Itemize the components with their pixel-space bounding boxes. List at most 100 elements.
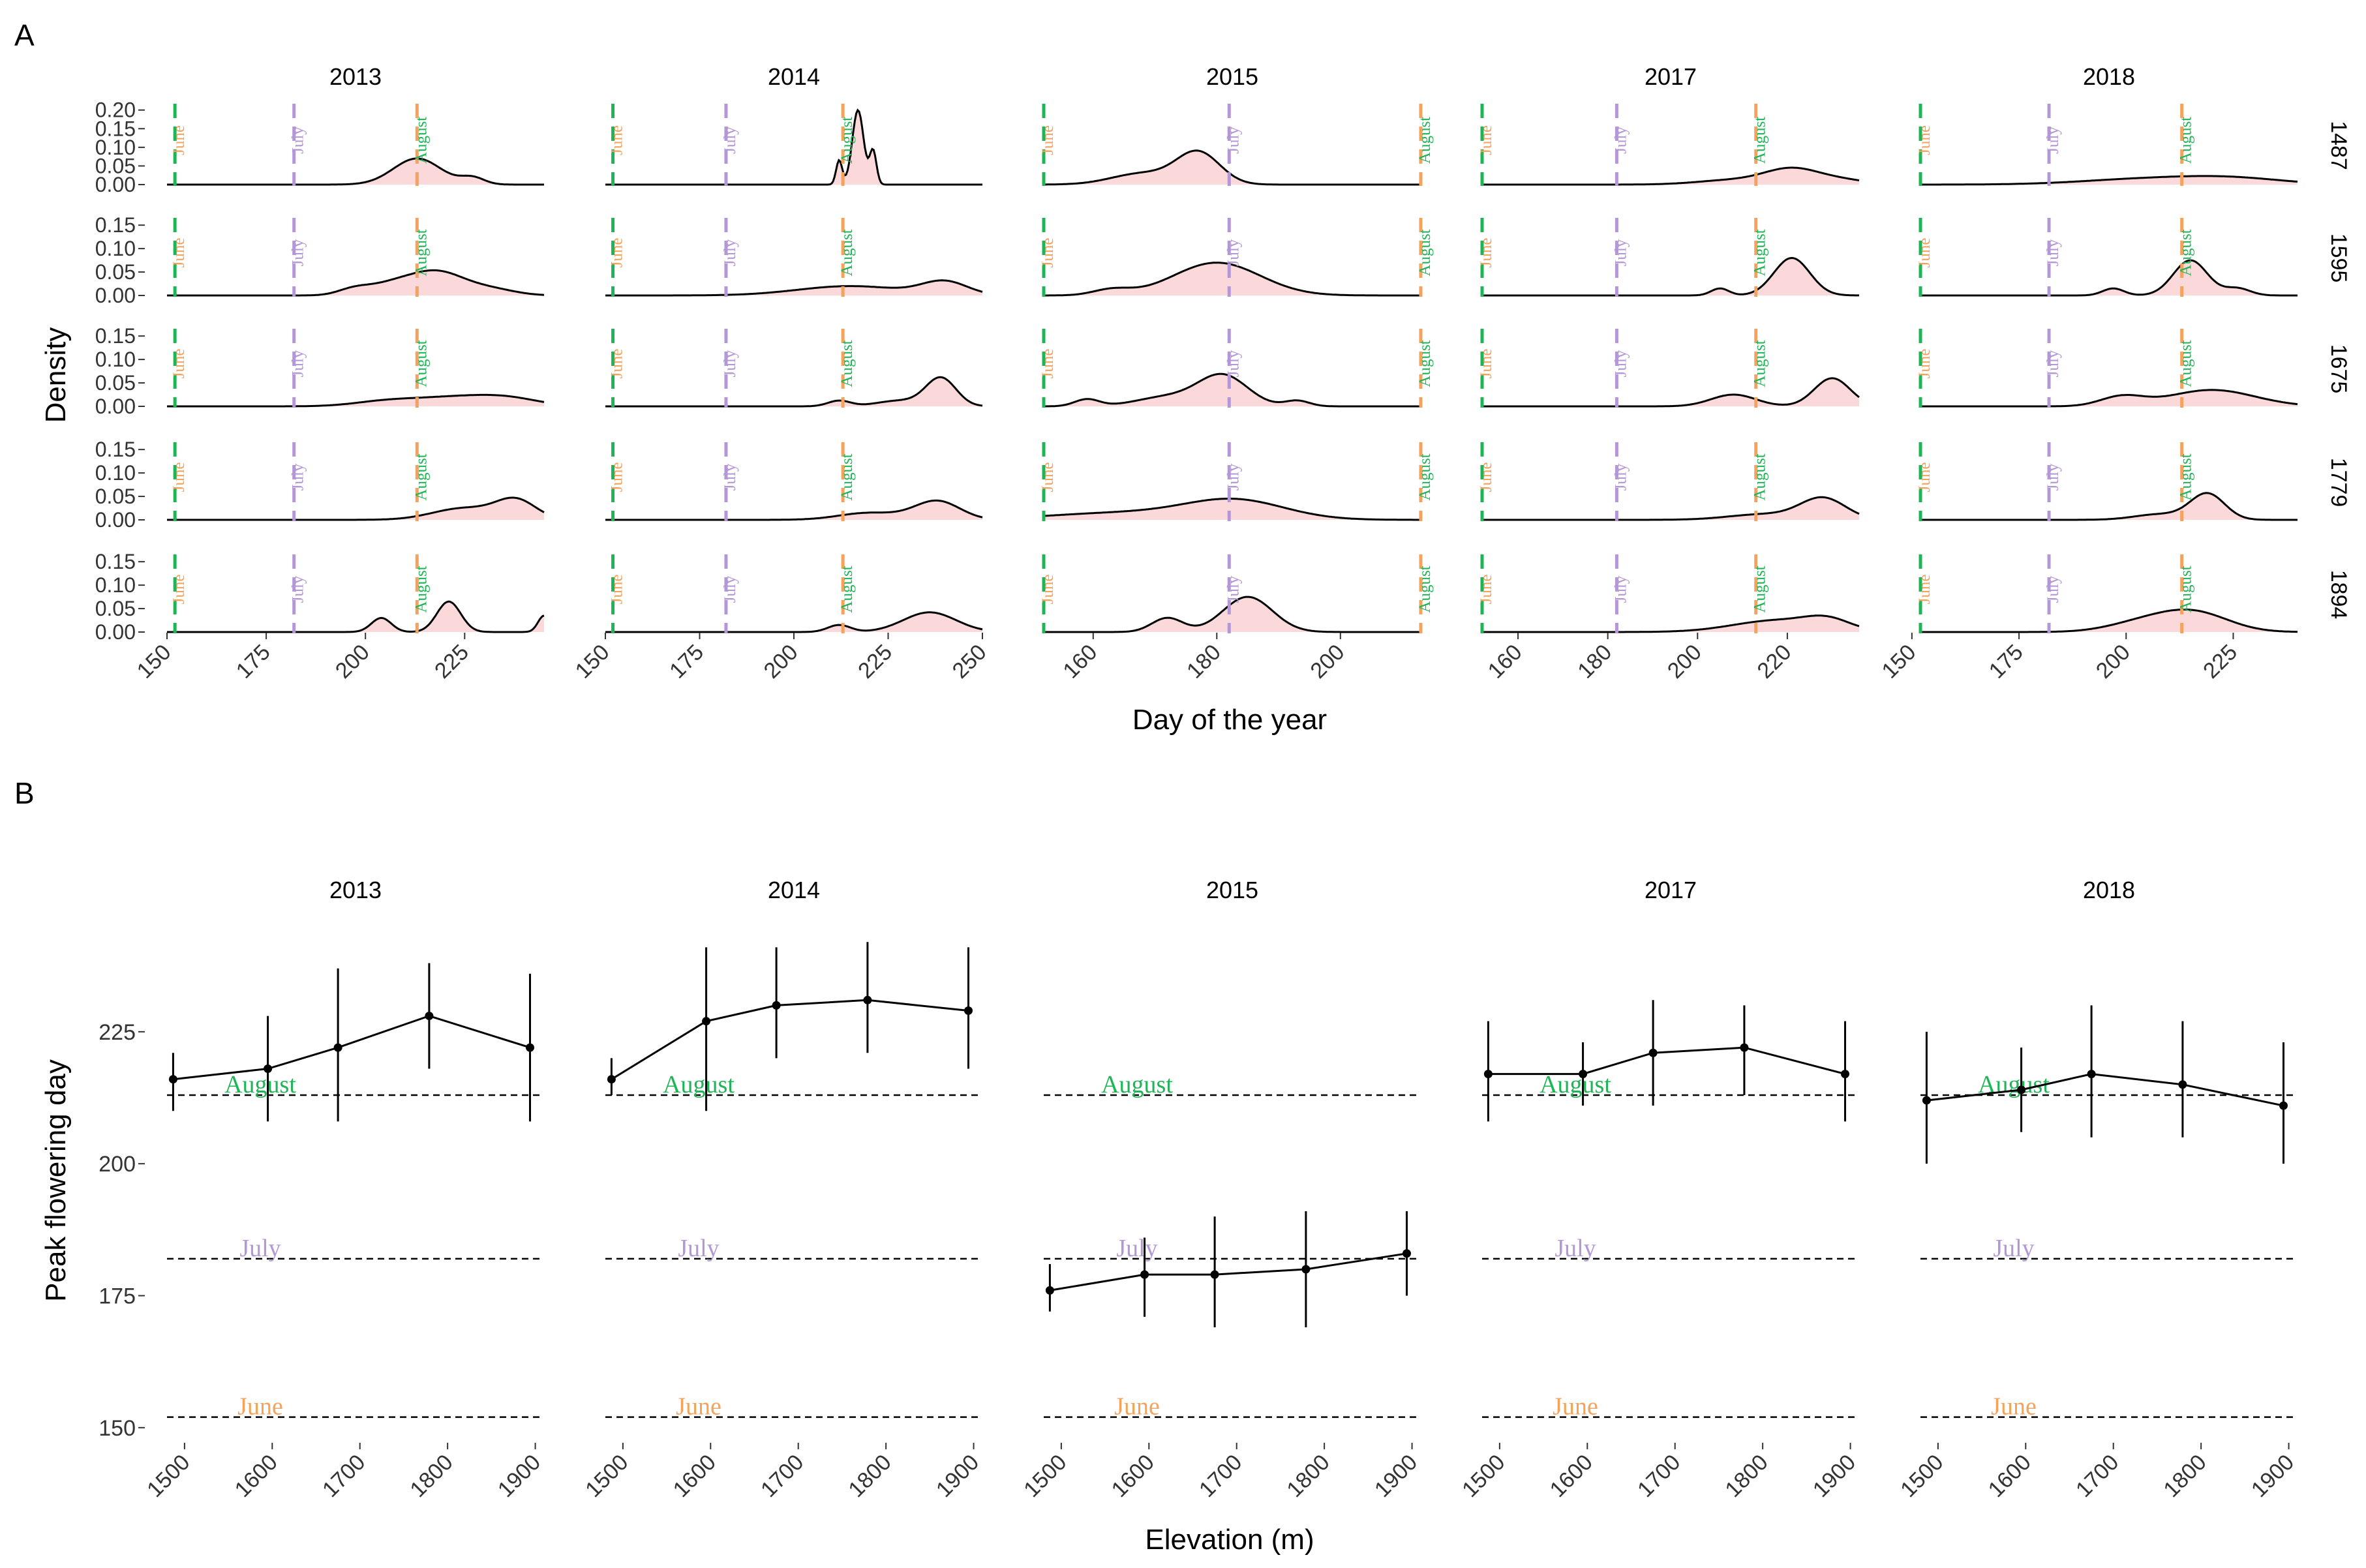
month-label-july-2018-1487: July bbox=[2044, 127, 2062, 154]
month-label-june-2015-1779: June bbox=[1039, 462, 1057, 492]
x-tick-label: 150 bbox=[1877, 640, 1921, 684]
month-label-june-2018-1779: June bbox=[1916, 462, 1934, 492]
density-fill-2014-1595 bbox=[605, 280, 982, 295]
month-label-july-2017-1894: July bbox=[1612, 575, 1630, 603]
peak-point-2013 bbox=[525, 1043, 534, 1052]
panel-b-label: B bbox=[14, 776, 35, 810]
density-curve-2014-1595 bbox=[605, 279, 983, 297]
facet-title-b-2015: 2015 bbox=[1206, 877, 1258, 903]
facet-title-b-2014: 2014 bbox=[768, 877, 820, 903]
facet-strip-elevation-1595: 1595 bbox=[2326, 234, 2351, 283]
x-tick-label-b: 1600 bbox=[1107, 1450, 1159, 1502]
x-tick-label: 200 bbox=[1305, 640, 1349, 684]
peak-point-2013 bbox=[425, 1012, 434, 1021]
density-fill-2018-1894 bbox=[1920, 609, 2298, 632]
month-label-june-2017-1779: June bbox=[1478, 462, 1495, 492]
x-tick-label-b: 1700 bbox=[318, 1450, 370, 1502]
density-curve-2018-1675 bbox=[1920, 389, 2298, 408]
peak-point-2018 bbox=[2017, 1085, 2026, 1094]
density-fill-2014-1675 bbox=[605, 377, 982, 406]
density-curve-2013-1675 bbox=[167, 393, 545, 408]
month-label-june-2015-1487: June bbox=[1039, 125, 1057, 155]
x-tick-label-b: 1600 bbox=[230, 1450, 282, 1502]
density-fill-2013-1675 bbox=[167, 395, 544, 406]
month-label-june-2013-1779: June bbox=[170, 462, 188, 492]
peak-point-2017 bbox=[1648, 1048, 1658, 1057]
facet-strip-elevation-1894: 1894 bbox=[2326, 570, 2351, 620]
peak-point-2014 bbox=[963, 1006, 973, 1015]
month-label-august-2015-1894: August bbox=[1416, 565, 1434, 612]
density-fill-2017-1675 bbox=[1482, 378, 1859, 406]
density-curve-2013-1595 bbox=[167, 269, 545, 297]
ref-label-july-2014: July bbox=[678, 1235, 719, 1262]
month-label-june-2014-1894: June bbox=[609, 575, 626, 605]
density-curve-2017-1487 bbox=[1482, 166, 1860, 186]
month-label-june-2018-1894: June bbox=[1916, 575, 1934, 605]
month-label-july-2014-1595: July bbox=[721, 239, 739, 266]
x-tick-label: 150 bbox=[132, 640, 176, 684]
x-axis-title-b: Elevation (m) bbox=[1145, 1524, 1314, 1556]
month-label-june-2014-1779: June bbox=[609, 462, 626, 492]
density-fill-2017-1595 bbox=[1482, 258, 1859, 295]
month-label-july-2018-1595: July bbox=[2044, 239, 2062, 266]
x-tick-label-b: 1600 bbox=[1984, 1450, 2036, 1502]
month-label-august-2018-1675: August bbox=[2177, 340, 2195, 387]
density-fill-2013-1779 bbox=[167, 498, 544, 520]
peak-point-2015 bbox=[1210, 1270, 1219, 1279]
x-tick-label-b: 1600 bbox=[1545, 1450, 1598, 1502]
month-label-july-2017-1595: July bbox=[1612, 239, 1630, 266]
y-axis-title-b: Peak flowering day bbox=[40, 1059, 72, 1302]
peak-point-2017 bbox=[1579, 1070, 1588, 1079]
y-tick-label: 0.00 bbox=[95, 395, 136, 418]
x-tick-label: 180 bbox=[1573, 640, 1616, 684]
density-curve-2014-1894 bbox=[605, 611, 983, 633]
ref-label-june-2013: June bbox=[237, 1393, 283, 1421]
density-curve-2015-1595 bbox=[1044, 262, 1421, 297]
x-tick-label: 200 bbox=[331, 640, 374, 684]
density-fill-2018-1779 bbox=[1920, 492, 2298, 520]
month-label-august-2013-1595: August bbox=[412, 229, 430, 276]
month-label-august-2015-1487: August bbox=[1416, 117, 1434, 164]
x-tick-label-b: 1700 bbox=[2071, 1450, 2123, 1502]
month-label-june-2013-1894: June bbox=[170, 575, 188, 605]
month-label-july-2018-1894: July bbox=[2044, 575, 2062, 603]
x-tick-label: 175 bbox=[232, 640, 275, 684]
y-tick-label: 0.05 bbox=[95, 485, 136, 508]
month-label-june-2013-1595: June bbox=[170, 238, 188, 268]
x-tick-label-b: 1500 bbox=[142, 1450, 194, 1502]
y-tick-label: 0.05 bbox=[95, 260, 136, 284]
month-label-august-2018-1779: August bbox=[2177, 453, 2195, 500]
y-tick-label: 0.15 bbox=[95, 117, 136, 140]
x-tick-label-b: 1700 bbox=[756, 1450, 808, 1502]
month-label-june-2014-1595: June bbox=[609, 238, 626, 268]
month-label-august-2015-1779: August bbox=[1416, 453, 1434, 500]
density-curve-2018-1487 bbox=[1920, 175, 2298, 186]
density-curve-2015-1894 bbox=[1044, 596, 1421, 633]
month-label-august-2014-1675: August bbox=[838, 340, 856, 387]
density-curve-2013-1487 bbox=[167, 157, 544, 186]
month-label-july-2013-1487: July bbox=[290, 127, 307, 154]
ref-label-june-2015: June bbox=[1114, 1393, 1160, 1421]
x-tick-label: 150 bbox=[571, 640, 614, 684]
month-label-june-2014-1675: June bbox=[609, 349, 626, 379]
month-label-august-2013-1779: August bbox=[412, 453, 430, 500]
ref-label-june-2018: June bbox=[1991, 1393, 2037, 1421]
density-fill-2015-1894 bbox=[1044, 597, 1421, 632]
month-label-july-2013-1894: July bbox=[290, 575, 307, 603]
peak-point-2014 bbox=[772, 1001, 781, 1010]
month-label-june-2015-1675: June bbox=[1039, 349, 1057, 379]
month-label-july-2014-1675: July bbox=[721, 350, 739, 377]
month-label-august-2014-1779: August bbox=[838, 453, 856, 500]
month-label-august-2018-1595: August bbox=[2177, 229, 2195, 276]
month-label-july-2015-1779: July bbox=[1224, 463, 1242, 490]
y-tick-label: 0.10 bbox=[95, 136, 136, 159]
density-fill-2014-1894 bbox=[605, 612, 982, 632]
peak-point-2013 bbox=[168, 1075, 177, 1084]
y-tick-label: 0.05 bbox=[95, 371, 136, 395]
month-label-august-2017-1779: August bbox=[1752, 453, 1769, 500]
peak-point-2018 bbox=[2178, 1080, 2187, 1089]
density-curve-2014-1487 bbox=[605, 108, 982, 186]
density-curve-2015-1675 bbox=[1044, 372, 1421, 408]
month-label-august-2017-1675: August bbox=[1752, 340, 1769, 387]
month-label-august-2018-1894: August bbox=[2177, 565, 2195, 612]
